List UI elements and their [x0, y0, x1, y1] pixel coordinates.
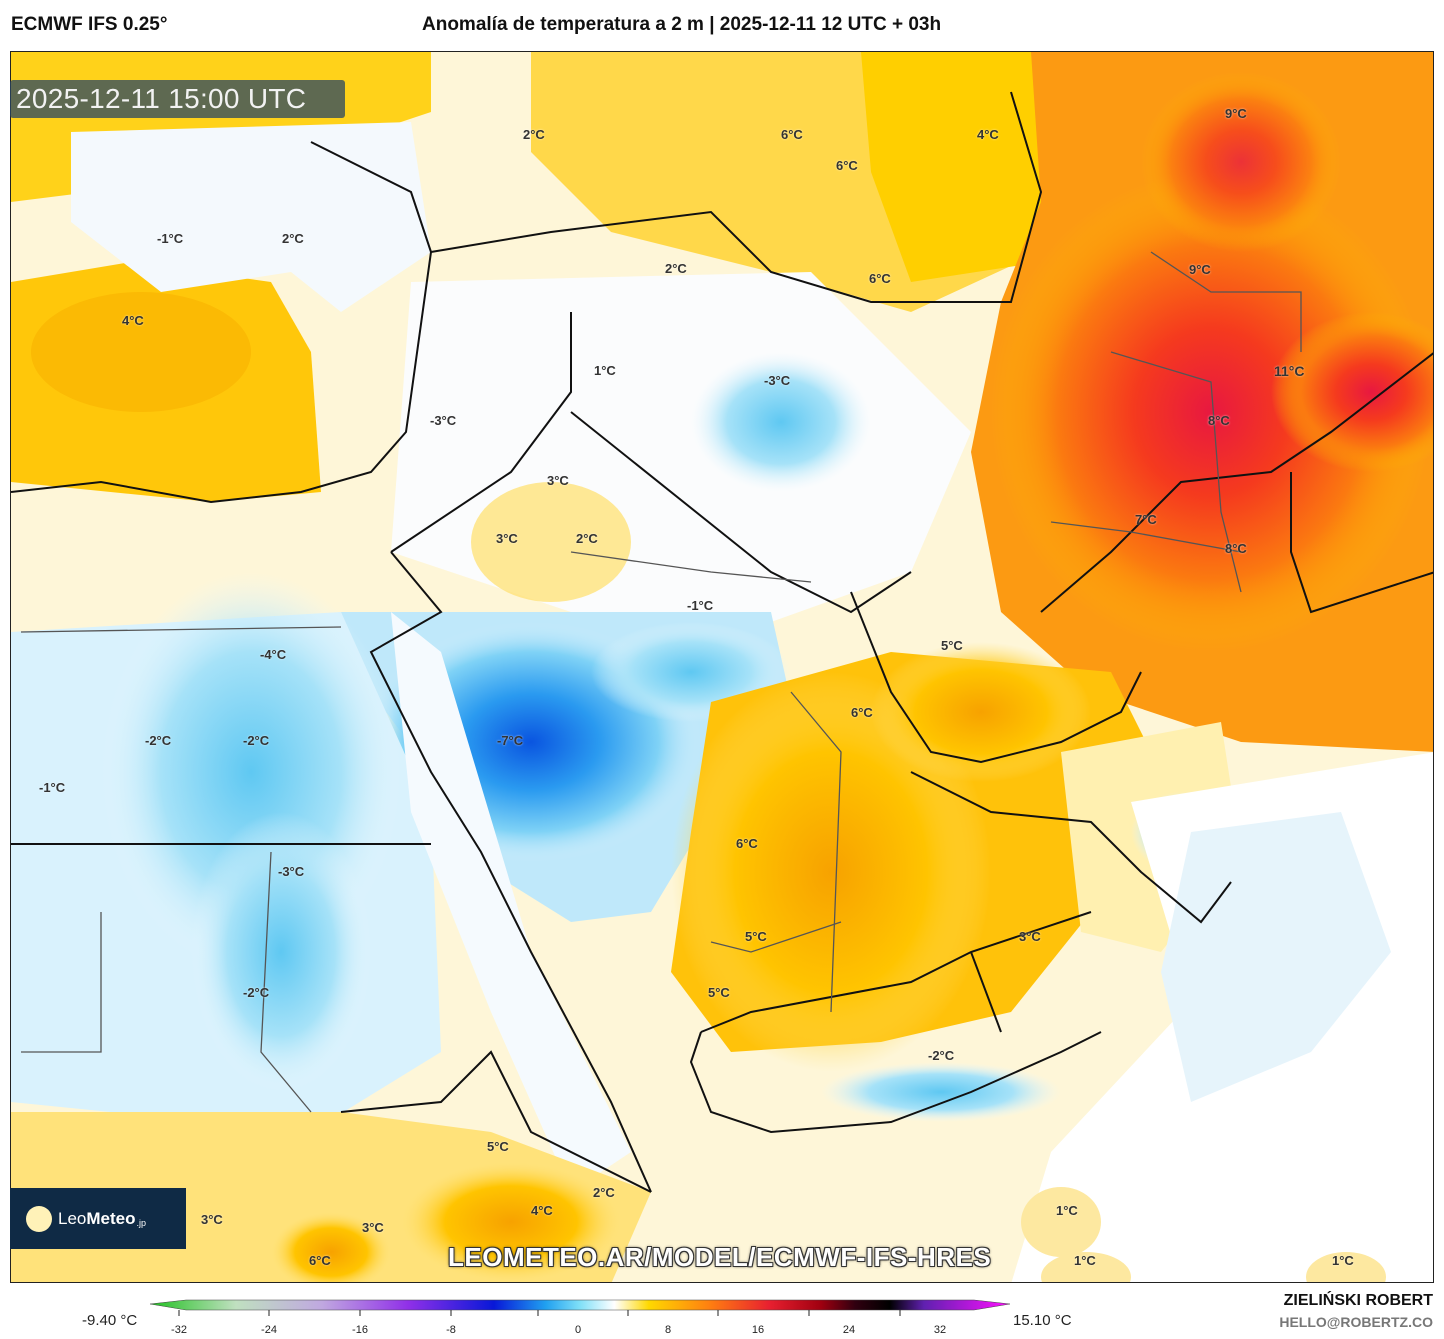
temp-label: -2°C [145, 733, 172, 748]
temp-label: -1°C [157, 231, 184, 246]
colorbar-tick: 8 [664, 1324, 672, 1336]
watermark-url: LEOMETEO.AR/MODEL/ECMWF-IFS-HRES [448, 1242, 992, 1272]
temp-label: 4°C [122, 313, 144, 328]
colorbar-tick: 0 [574, 1324, 582, 1336]
logo-text: LeoMeteo [58, 1208, 136, 1228]
temp-label: 2°C [523, 127, 545, 142]
temp-label: -3°C [278, 864, 305, 879]
colorbar-tick: 16 [751, 1324, 765, 1336]
temp-label: -3°C [430, 413, 457, 428]
temp-label: 9°C [1189, 262, 1211, 277]
temp-label: 2°C [282, 231, 304, 246]
temp-label: -4°C [260, 647, 287, 662]
temp-label: 1°C [1074, 1253, 1096, 1268]
temp-label: 3°C [547, 473, 569, 488]
temp-label: 6°C [836, 158, 858, 173]
model-name: ECMWF IFS 0.25° [11, 14, 168, 35]
temp-label: -7°C [497, 733, 524, 748]
temp-label: -2°C [243, 733, 270, 748]
temp-label: 1°C [1332, 1253, 1354, 1268]
sun-icon [26, 1205, 52, 1232]
map-fill [11, 52, 1433, 1282]
temp-label: 3°C [496, 531, 518, 546]
temp-label: 2°C [593, 1185, 615, 1200]
temp-label: 7°C [1135, 512, 1157, 527]
colorbar [150, 1299, 1010, 1316]
temp-label: 5°C [708, 985, 730, 1000]
temp-label: 8°C [1208, 413, 1230, 428]
temp-label: 4°C [977, 127, 999, 142]
colorbar-tick: -32 [171, 1324, 187, 1336]
temperature-anomaly-map: 2°C 6°C 4°C 9°C 6°C -1°C 2°C 2°C 6°C 9°C… [10, 51, 1434, 1283]
logo-suffix: .jp [136, 1217, 147, 1228]
temp-label: 1°C [594, 363, 616, 378]
temp-label: 3°C [362, 1220, 384, 1235]
colorbar-min-label: -9.40 °C [82, 1312, 138, 1329]
temp-label: 6°C [869, 271, 891, 286]
author-name: ZIELIŃSKI ROBERT [1283, 1292, 1433, 1309]
temp-label: 4°C [531, 1203, 553, 1218]
colorbar-tick: -24 [261, 1324, 277, 1336]
temp-label: 3°C [1019, 929, 1041, 944]
temp-label: 2°C [576, 531, 598, 546]
temp-label: -2°C [243, 985, 270, 1000]
temp-label: 5°C [487, 1139, 509, 1154]
temp-label: 2°C [665, 261, 687, 276]
leometeo-logo: LeoMeteo .jp [10, 1188, 186, 1249]
temp-label: -2°C [928, 1048, 955, 1063]
temp-label: 3°C [201, 1212, 223, 1227]
author-email: HELLO@ROBERTZ.CO [1279, 1314, 1433, 1330]
colorbar-max-label: 15.10 °C [1013, 1312, 1072, 1329]
colorbar-tick: 32 [933, 1324, 947, 1336]
temp-label: -1°C [39, 780, 66, 795]
colorbar-tick: -16 [352, 1324, 368, 1336]
temp-label: -1°C [687, 598, 714, 613]
temp-label: 6°C [736, 836, 758, 851]
temp-label: 1°C [1056, 1203, 1078, 1218]
temp-label: 9°C [1225, 106, 1247, 121]
chart-title: Anomalía de temperatura a 2 m | 2025-12-… [422, 14, 942, 35]
temp-label: 6°C [781, 127, 803, 142]
colorbar-tick: 24 [842, 1324, 856, 1336]
valid-time-badge: 2025-12-11 15:00 UTC [10, 80, 345, 118]
colorbar-tick: -8 [446, 1324, 456, 1336]
temp-label: 5°C [941, 638, 963, 653]
temp-label: 6°C [851, 705, 873, 720]
temp-label: -3°C [764, 373, 791, 388]
temp-label: 8°C [1225, 541, 1247, 556]
temp-label: 5°C [745, 929, 767, 944]
temp-label: 11°C [1274, 363, 1305, 379]
temp-label: 6°C [309, 1253, 331, 1268]
